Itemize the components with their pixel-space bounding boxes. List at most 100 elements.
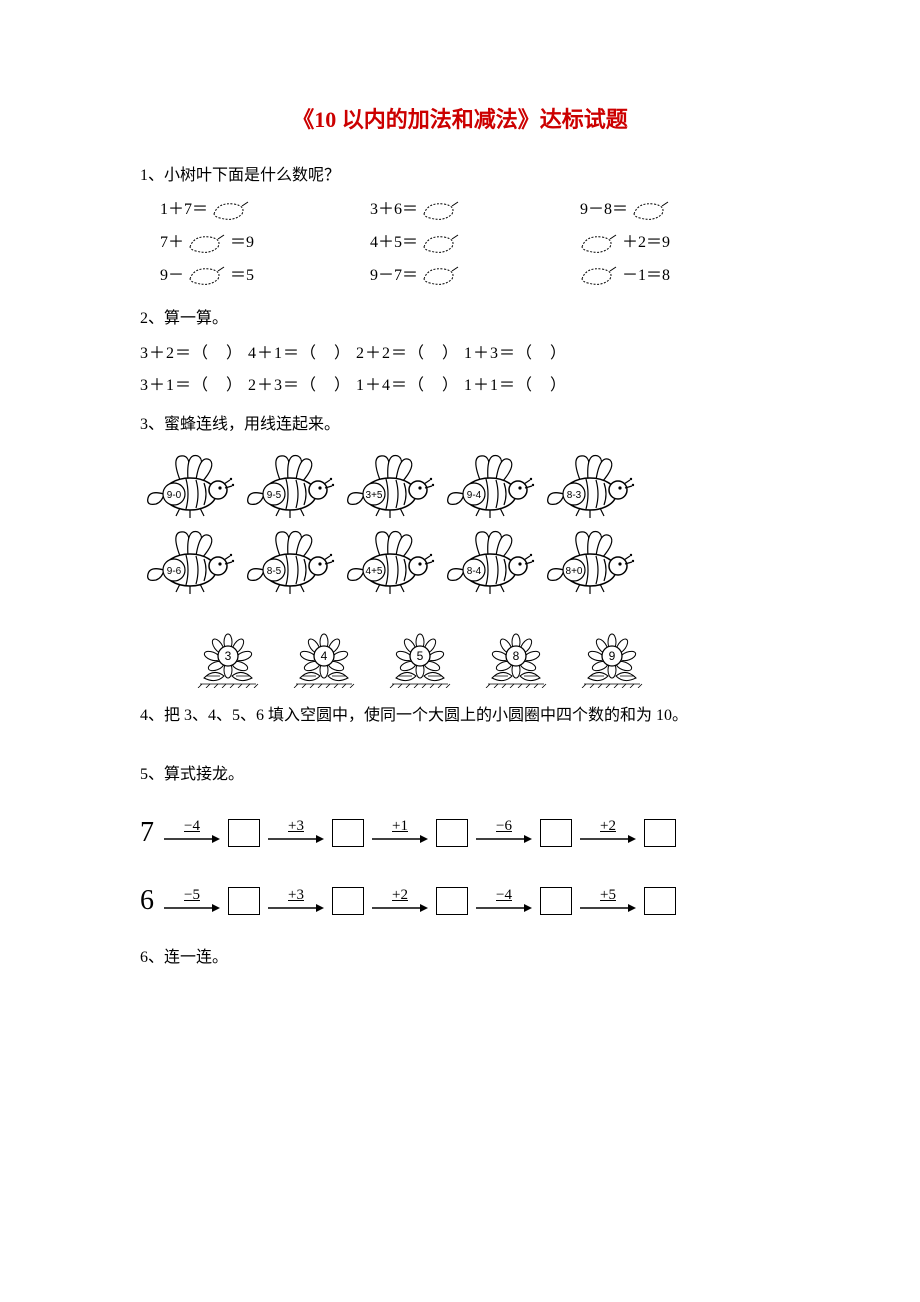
chain-start: 7 bbox=[140, 808, 154, 858]
flower-label: 5 bbox=[417, 649, 424, 663]
flower-label: 3 bbox=[225, 649, 232, 663]
q1-row: 1＋7＝ 3＋6＝ 9－8＝ bbox=[160, 196, 780, 225]
q3-prompt: 3、蜜蜂连线，用线连起来。 bbox=[140, 411, 780, 440]
chain-box bbox=[644, 887, 676, 915]
expr-text: 7＋ bbox=[160, 229, 184, 258]
bee-icon: 3+5 bbox=[340, 450, 436, 524]
arrow-icon bbox=[578, 832, 638, 846]
chain-box bbox=[644, 819, 676, 847]
bee-icon: 9-0 bbox=[140, 450, 236, 524]
bee-label: 9-5 bbox=[267, 490, 282, 501]
expr-text: 3＋6＝ bbox=[370, 196, 418, 225]
q3-flowers: 3 4 5 8 9 bbox=[190, 630, 780, 688]
expr-text: ＋2＝9 bbox=[622, 229, 670, 258]
bee-label: 9-0 bbox=[167, 490, 182, 501]
flower-label: 9 bbox=[609, 649, 616, 663]
chain-op: +1 bbox=[370, 819, 430, 846]
expr-text: 1＋7＝ bbox=[160, 196, 208, 225]
flower-icon: 3 bbox=[190, 630, 266, 688]
leaf-icon bbox=[422, 200, 460, 222]
chain-op: −4 bbox=[162, 819, 222, 846]
bee-label: 9-4 bbox=[467, 490, 482, 501]
q1-block: 1＋7＝ 3＋6＝ 9－8＝ 7＋＝9 4＋5＝ ＋2＝9 9－ ＝5 9－7＝ －1＝8 bbox=[140, 196, 780, 290]
q2-row: 3＋1＝（ ） 2＋3＝（ ） 1＋4＝（ ） 1＋1＝（ ） bbox=[140, 372, 780, 401]
arrow-icon bbox=[162, 832, 222, 846]
q5-chains: 7 −4 +3 +1 −6 +26 −5 +3 +2 −4 +5 bbox=[140, 808, 780, 927]
chain-op: +3 bbox=[266, 888, 326, 915]
bee-label: 4+5 bbox=[366, 566, 383, 577]
chain-op: −5 bbox=[162, 888, 222, 915]
leaf-icon bbox=[632, 200, 670, 222]
chain-row: 6 −5 +3 +2 −4 +5 bbox=[140, 876, 780, 926]
q1-cell: 9－ ＝5 bbox=[160, 262, 310, 291]
chain-box bbox=[436, 819, 468, 847]
q3-bees: 9-0 9-5 3+5 9-4 8-3 9-6 8-5 4+5 8-4 8+0 bbox=[140, 450, 780, 600]
flower-icon: 4 bbox=[286, 630, 362, 688]
bee-icon: 4+5 bbox=[340, 526, 436, 600]
chain-box bbox=[436, 887, 468, 915]
leaf-icon bbox=[188, 233, 226, 255]
bee-icon: 9-5 bbox=[240, 450, 336, 524]
leaf-icon bbox=[212, 200, 250, 222]
bee-icon: 8-3 bbox=[540, 450, 636, 524]
arrow-icon bbox=[162, 901, 222, 915]
chain-start: 6 bbox=[140, 876, 154, 926]
bee-icon: 8-5 bbox=[240, 526, 336, 600]
q1-row: 7＋＝9 4＋5＝ ＋2＝9 bbox=[160, 229, 780, 258]
bee-label: 8-4 bbox=[467, 566, 482, 577]
chain-op: +2 bbox=[370, 888, 430, 915]
chain-row: 7−4+3+1−6+2 bbox=[140, 808, 780, 858]
chain-op: −6 bbox=[474, 819, 534, 846]
bee-label: 8-5 bbox=[267, 566, 282, 577]
leaf-icon bbox=[188, 265, 226, 287]
bee-label: 8+0 bbox=[566, 566, 583, 577]
chain-box bbox=[228, 887, 260, 915]
bee-row: 9-6 8-5 4+5 8-4 8+0 bbox=[140, 526, 780, 600]
chain-op: +5 bbox=[578, 888, 638, 915]
arrow-icon bbox=[370, 832, 430, 846]
arrow-icon bbox=[474, 832, 534, 846]
leaf-icon bbox=[580, 233, 618, 255]
q1-cell: 1＋7＝ bbox=[160, 196, 310, 225]
q6-prompt: 6、连一连。 bbox=[140, 944, 780, 973]
bee-icon: 8+0 bbox=[540, 526, 636, 600]
leaf-icon bbox=[580, 265, 618, 287]
expr-text: 9－8＝ bbox=[580, 196, 628, 225]
expr-text: 9－7＝ bbox=[370, 262, 418, 291]
chain-op: +3 bbox=[266, 819, 326, 846]
arrow-icon bbox=[266, 832, 326, 846]
flower-icon: 5 bbox=[382, 630, 458, 688]
flower-icon: 9 bbox=[574, 630, 650, 688]
arrow-icon bbox=[266, 901, 326, 915]
expr-text: －1＝8 bbox=[622, 262, 670, 291]
arrow-icon bbox=[370, 901, 430, 915]
q1-row: 9－ ＝5 9－7＝ －1＝8 bbox=[160, 262, 780, 291]
q5-prompt: 5、算式接龙。 bbox=[140, 761, 780, 790]
flower-label: 4 bbox=[321, 649, 328, 663]
q1-cell: 9－8＝ bbox=[580, 196, 730, 225]
expr-text: 4＋5＝ bbox=[370, 229, 418, 258]
bee-label: 8-3 bbox=[567, 490, 582, 501]
bee-label: 9-6 bbox=[167, 566, 182, 577]
q4-prompt: 4、把 3、4、5、6 填入空圆中，使同一个大圆上的小圆圈中四个数的和为 10。 bbox=[140, 702, 780, 731]
chain-op: −4 bbox=[474, 888, 534, 915]
worksheet-page: 《10 以内的加法和减法》达标试题 1、小树叶下面是什么数呢？ 1＋7＝ 3＋6＝… bbox=[0, 0, 920, 1039]
bee-label: 3+5 bbox=[366, 490, 383, 501]
q2-block: 3＋2＝（ ） 4＋1＝（ ） 2＋2＝（ ） 1＋3＝（ ）3＋1＝（ ） 2… bbox=[140, 340, 780, 402]
flower-label: 8 bbox=[513, 649, 520, 663]
bee-icon: 9-4 bbox=[440, 450, 536, 524]
leaf-icon bbox=[422, 233, 460, 255]
q2-prompt: 2、算一算。 bbox=[140, 305, 780, 334]
page-title: 《10 以内的加法和减法》达标试题 bbox=[140, 100, 780, 140]
chain-box bbox=[540, 887, 572, 915]
bee-icon: 8-4 bbox=[440, 526, 536, 600]
q1-cell: 3＋6＝ bbox=[370, 196, 520, 225]
leaf-icon bbox=[422, 265, 460, 287]
chain-box bbox=[332, 819, 364, 847]
q1-cell: 9－7＝ bbox=[370, 262, 520, 291]
q1-prompt: 1、小树叶下面是什么数呢？ bbox=[140, 162, 780, 191]
expr-text: 9－ bbox=[160, 262, 184, 291]
expr-text: ＝5 bbox=[230, 262, 254, 291]
q1-cell: ＋2＝9 bbox=[580, 229, 730, 258]
q1-cell: 7＋＝9 bbox=[160, 229, 310, 258]
